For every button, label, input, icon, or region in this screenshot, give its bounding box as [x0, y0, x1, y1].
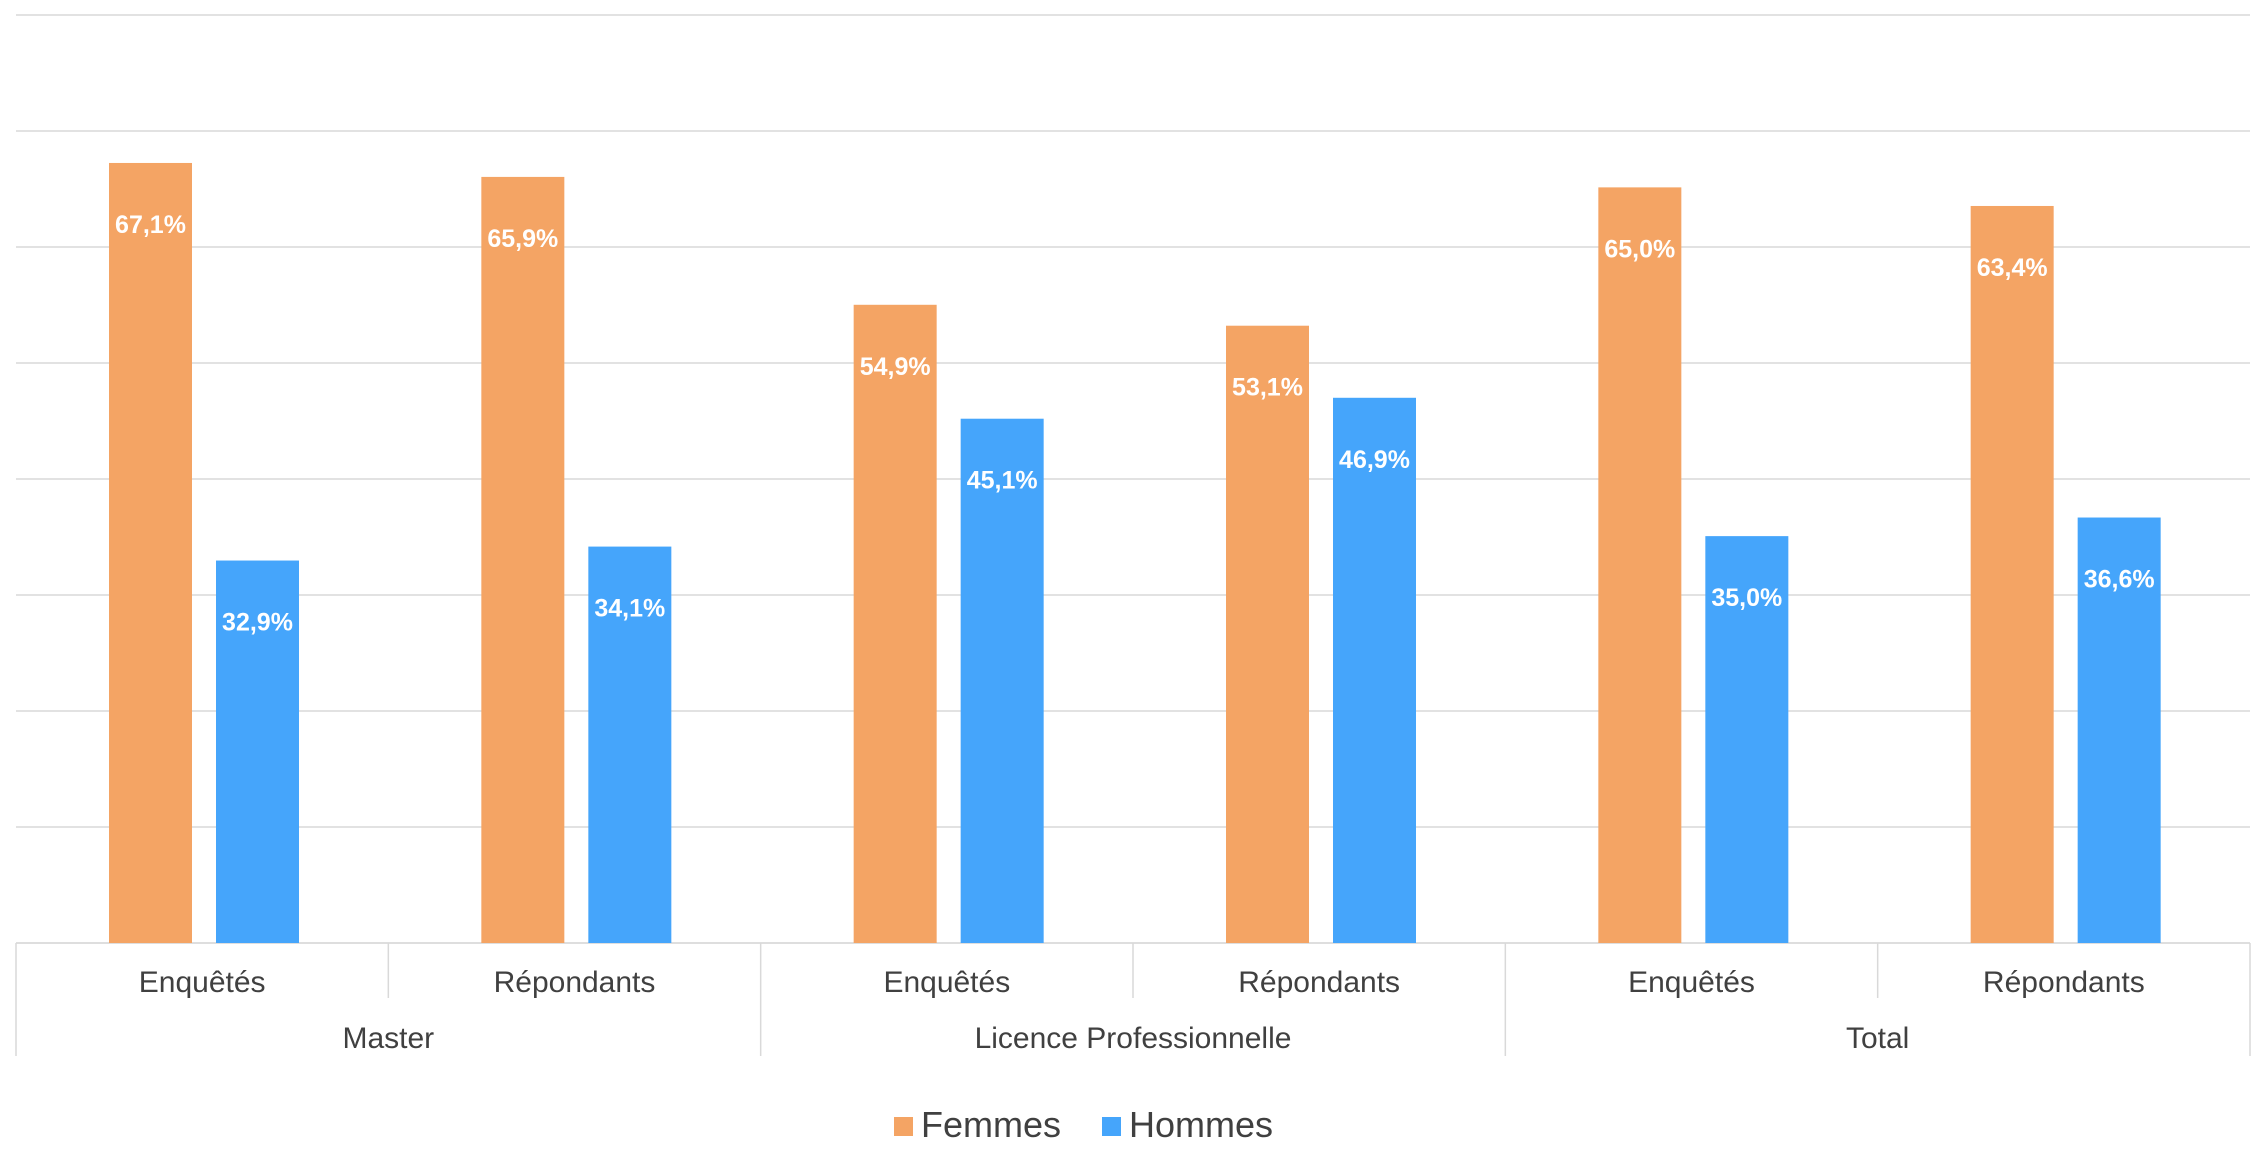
data-label: 32,9%	[222, 609, 293, 637]
data-label: 54,9%	[860, 353, 931, 381]
legend-label: Hommes	[1129, 1104, 1273, 1145]
hommes-bar	[588, 546, 672, 943]
data-label: 34,1%	[594, 595, 665, 623]
femmes-bar	[1970, 205, 2054, 944]
data-label: 35,0%	[1711, 584, 1782, 612]
category-label: Enquêtés	[1628, 966, 1755, 999]
group-label: Licence Professionnelle	[975, 1022, 1292, 1055]
data-label: 45,1%	[967, 467, 1038, 495]
data-label: 53,1%	[1232, 374, 1303, 402]
femmes-bar	[1598, 187, 1682, 943]
category-label: Répondants	[1983, 966, 2145, 999]
data-label: 46,9%	[1339, 446, 1410, 474]
data-label: 63,4%	[1977, 254, 2048, 282]
hommes-bar	[1333, 397, 1416, 944]
data-labels: 67,1% 65,9% 54,9% 53,1% 65,0% 63,4% 32,9% 34,1%…	[115, 211, 2155, 637]
category-label: Enquêtés	[883, 966, 1010, 999]
category-label: Répondants	[494, 966, 656, 999]
group-label: Master	[342, 1022, 434, 1055]
legend-swatch	[1102, 1117, 1121, 1136]
femmes-bar	[853, 304, 937, 944]
data-label: 65,0%	[1604, 235, 1675, 263]
data-label: 65,9%	[487, 225, 558, 253]
femmes-bar	[481, 176, 565, 944]
legend: Femmes Hommes	[894, 1104, 1273, 1145]
data-label: 36,6%	[2084, 566, 2155, 594]
hommes-bar	[960, 418, 1044, 943]
group-label: Total	[1846, 1022, 1909, 1055]
data-label: 67,1%	[115, 211, 186, 239]
legend-swatch	[894, 1117, 913, 1136]
bars	[109, 162, 2161, 944]
hommes-bar	[2077, 517, 2161, 943]
femmes-bar	[1226, 325, 1309, 943]
category-axis: Enquêtés Répondants Enquêtés Répondants Enqu…	[15, 942, 2251, 1056]
hommes-bar	[216, 560, 299, 943]
category-label: Répondants	[1238, 966, 1400, 999]
category-label: Enquêtés	[139, 966, 266, 999]
hommes-bar	[1705, 536, 1789, 943]
legend-label: Femmes	[921, 1104, 1061, 1145]
gridlines	[16, 14, 2250, 944]
femmes-bar	[109, 162, 192, 943]
